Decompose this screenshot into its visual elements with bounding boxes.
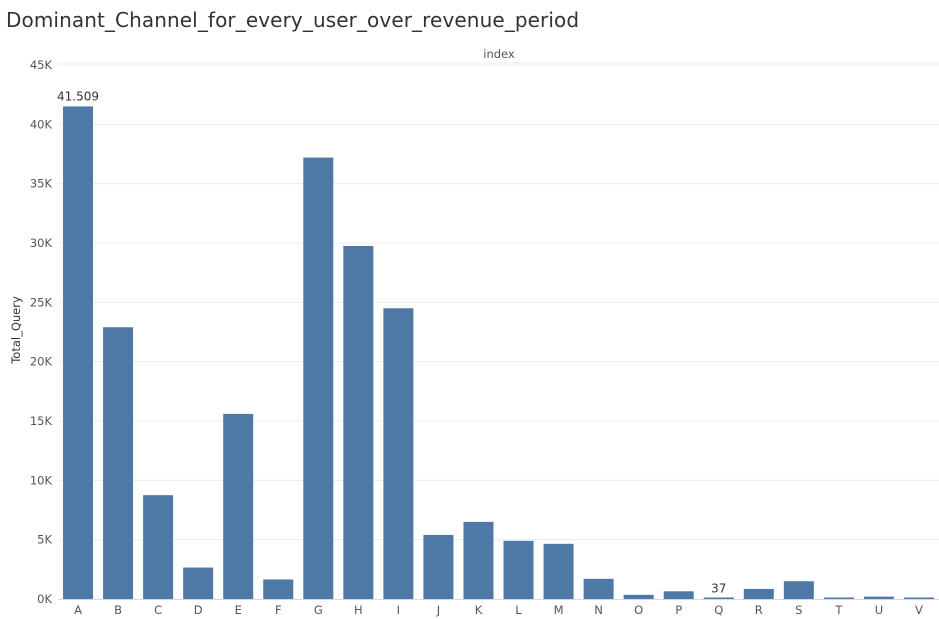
x-tick-label: K xyxy=(475,603,483,617)
bar-k xyxy=(463,521,494,599)
x-tick-label: H xyxy=(354,603,363,617)
x-tick-label: I xyxy=(397,603,400,617)
x-tick-label: N xyxy=(594,603,603,617)
bar-e xyxy=(223,413,254,599)
y-tick-label: 10K xyxy=(30,473,53,487)
chart-title: Dominant_Channel_for_every_user_over_rev… xyxy=(6,8,580,32)
x-tick-label: G xyxy=(314,603,323,617)
bar-g xyxy=(303,157,334,599)
y-tick-label: 40K xyxy=(30,117,53,131)
bar-i xyxy=(383,308,414,599)
x-tick-label: A xyxy=(74,603,82,617)
y-axis-title: Total_Query xyxy=(9,296,23,365)
bar-h xyxy=(343,245,374,599)
y-tick-label: 25K xyxy=(30,295,53,309)
bar-a xyxy=(63,106,94,599)
bar-f xyxy=(263,579,294,599)
bar-b xyxy=(103,327,134,599)
bar-s xyxy=(783,581,814,599)
x-tick-label: S xyxy=(795,603,802,617)
data-label: 37 xyxy=(711,582,726,596)
x-tick-label: U xyxy=(875,603,883,617)
y-tick-label: 30K xyxy=(30,236,53,250)
bar-q xyxy=(703,597,734,599)
y-tick-label: 0K xyxy=(37,592,52,606)
bar-n xyxy=(583,578,614,599)
x-tick-label: E xyxy=(235,603,242,617)
y-tick-label: 45K xyxy=(30,58,53,72)
bar-p xyxy=(663,591,694,599)
bar-t xyxy=(823,597,854,599)
gridlines xyxy=(58,62,939,600)
bar-c xyxy=(143,495,174,599)
y-tick-label: 5K xyxy=(37,533,52,547)
x-tick-label: L xyxy=(515,603,522,617)
y-axis-tick-labels: 0K 5K 10K 15K 20K 25K 30K 35K 40K 45K xyxy=(30,58,53,606)
bar-d xyxy=(183,567,214,599)
x-tick-label: T xyxy=(834,603,843,617)
x-tick-label: O xyxy=(634,603,643,617)
bar-r xyxy=(743,588,774,599)
x-tick-label: R xyxy=(755,603,763,617)
x-tick-label: F xyxy=(275,603,282,617)
y-tick-label: 20K xyxy=(30,355,53,369)
bar-v xyxy=(903,597,934,599)
bar-j xyxy=(423,534,454,599)
x-tick-label: J xyxy=(436,603,440,617)
y-tick-label: 15K xyxy=(30,414,53,428)
x-tick-label: C xyxy=(154,603,162,617)
data-labels: 41.509 37 xyxy=(57,89,726,595)
x-tick-label: M xyxy=(554,603,564,617)
x-tick-label: B xyxy=(114,603,122,617)
bars xyxy=(63,106,934,599)
x-tick-label: D xyxy=(194,603,203,617)
data-label: 41.509 xyxy=(57,89,99,103)
bar-o xyxy=(623,594,654,599)
x-tick-label: Q xyxy=(714,603,723,617)
bar-u xyxy=(863,596,894,599)
x-axis-tick-labels: A B C D E F G H I J K L M N O P Q R S T U V xyxy=(74,603,923,617)
y-tick-label: 35K xyxy=(30,177,53,191)
bar-m xyxy=(543,543,574,599)
x-tick-label: P xyxy=(675,603,682,617)
column-header-label: index xyxy=(483,47,515,61)
bar-l xyxy=(503,540,534,599)
x-tick-label: V xyxy=(915,603,923,617)
